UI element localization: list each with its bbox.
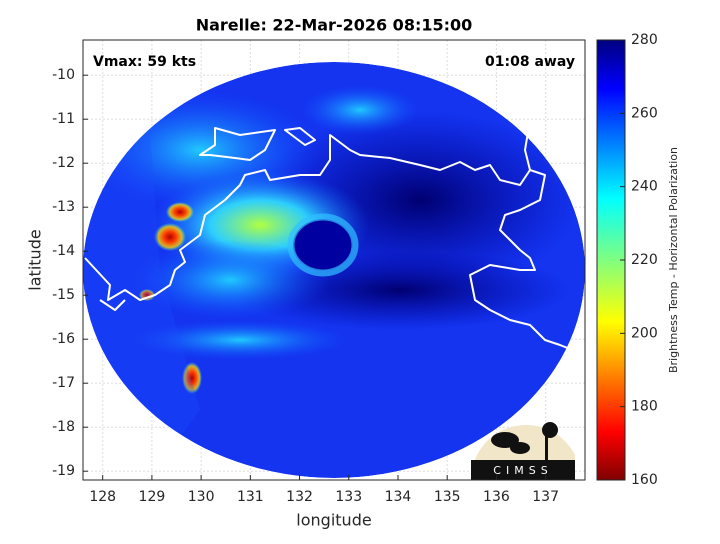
chart-title: Narelle: 22-Mar-2026 08:15:00 [196,16,473,35]
colorbar-tick-label: 180 [631,399,658,415]
x-tick-label: 135 [434,489,461,505]
plot-frame [82,39,586,481]
annotation: Vmax: 59 kts [93,54,196,70]
x-tick-label: 132 [286,489,313,505]
y-tick-label: -18 [52,419,75,435]
logo: CIMSS [470,422,575,480]
colorbar-tick-label: 200 [631,325,658,341]
satellite-image [83,62,585,478]
colorbar-tick-label: 160 [631,472,658,488]
colorbar-label: Brightness Temp - Horizontal Polarizatio… [667,147,680,373]
x-tick-label: 129 [139,489,166,505]
x-tick-label: 136 [483,489,510,505]
y-axis-label: latitude [26,229,45,290]
colorbar-tick-label: 260 [631,105,658,121]
y-tick-label: -12 [52,155,75,171]
y-tick-label: -17 [52,375,75,391]
x-tick-label: 131 [237,489,264,505]
x-axis-label: longitude [296,511,371,530]
y-tick-label: -15 [52,287,75,303]
y-tick-label: -19 [52,463,75,479]
logo-text: CIMSS [493,464,552,477]
annotation: 01:08 away [485,54,575,70]
y-tick-label: -11 [52,111,75,127]
coastline [84,119,586,356]
y-tick-label: -10 [52,67,75,83]
x-tick-label: 134 [385,489,412,505]
x-tick-label: 128 [89,489,116,505]
y-tick-label: -13 [52,199,75,215]
colorbar-tick-label: 280 [631,32,658,48]
y-tick-label: -14 [52,243,75,259]
x-tick-label: 130 [188,489,215,505]
colorbar-tick-label: 240 [631,179,658,195]
x-tick-label: 137 [532,489,559,505]
x-tick-label: 133 [335,489,362,505]
colorbar-tick-label: 220 [631,252,658,268]
y-tick-label: -16 [52,331,75,347]
